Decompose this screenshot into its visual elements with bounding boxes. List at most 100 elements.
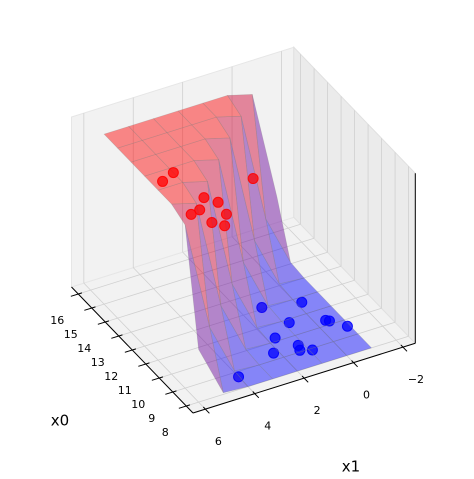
x-tick-label: 16 (50, 314, 64, 327)
surface-patch (245, 342, 285, 366)
surface-patch (117, 140, 157, 163)
surface-patch (196, 203, 235, 372)
tick-mark (138, 362, 150, 367)
tick-mark (165, 390, 177, 395)
tick-mark (202, 406, 210, 414)
tick-mark (178, 404, 191, 409)
surface-patch (141, 132, 182, 155)
surface-patch (103, 126, 143, 149)
surface-patch (294, 327, 334, 350)
x-tick-label: 8 (162, 426, 169, 439)
tick-mark (301, 375, 309, 383)
y-tick-label: 0 (363, 389, 370, 402)
scatter-point (294, 344, 306, 356)
surface-patch (204, 137, 244, 263)
scatter-point (323, 315, 335, 327)
surface-patch (292, 291, 332, 314)
tick-mark (351, 360, 358, 368)
surface-patch (231, 284, 271, 350)
surface-patch (283, 349, 323, 372)
surface-patch (209, 327, 249, 394)
surface-patch (332, 333, 373, 356)
tick-mark (252, 391, 260, 399)
scatter-point (247, 173, 259, 185)
surface-patch (171, 202, 211, 328)
surface-patch (155, 146, 195, 169)
grid-line (281, 220, 404, 348)
surface-patch (240, 116, 280, 285)
surface-patch (229, 137, 269, 306)
scatter-point (220, 208, 232, 220)
surface-patch (130, 154, 170, 177)
y-axis-label: x1 (342, 458, 360, 476)
tick-mark (124, 348, 137, 353)
tick-mark (84, 306, 96, 311)
y-tick-label: 4 (264, 420, 271, 433)
surface-patch (168, 160, 209, 183)
y-axis (192, 342, 416, 414)
x-tick-label: 9 (148, 412, 155, 425)
x-tick-label: 11 (118, 384, 132, 397)
surface-patch (281, 313, 321, 336)
scatter-point (198, 192, 210, 204)
surface-patch (265, 218, 305, 285)
surface-patch (218, 159, 258, 328)
surface-patch (278, 277, 319, 300)
scatter-point (157, 175, 169, 187)
scatter-point (296, 296, 308, 308)
grid-line (83, 282, 206, 410)
surface-patch (128, 118, 168, 141)
x-tick-label: 14 (77, 342, 91, 355)
surface-patch (177, 102, 217, 126)
scatter-point (341, 320, 353, 332)
surface-patch (184, 224, 224, 393)
surface-patch (269, 335, 310, 358)
scatter-point (194, 204, 206, 216)
scatter-point (206, 217, 218, 228)
y-tick-label: 6 (215, 435, 222, 448)
surface-patch (202, 95, 242, 118)
scatter-point (233, 371, 245, 383)
tick-mark (111, 334, 123, 339)
tick-mark (151, 376, 164, 381)
surface-patch (152, 110, 193, 133)
scatter-point (269, 332, 281, 344)
y-tick-label: 2 (314, 404, 321, 417)
tick-mark (97, 320, 110, 325)
surface-patch (215, 115, 255, 241)
scatter-point (256, 302, 268, 314)
surface-patch (256, 321, 296, 344)
surface-patch (191, 116, 231, 140)
grid-line (132, 267, 256, 394)
tick-mark (400, 344, 408, 352)
scatter-point (185, 208, 197, 220)
scatter-point (167, 167, 179, 179)
surface-patch (243, 262, 283, 328)
scatter-point (212, 196, 224, 208)
grid-line (182, 251, 305, 379)
surface-patch (252, 94, 291, 263)
surface-patch (267, 299, 307, 322)
scatter-point (283, 317, 295, 329)
surface-patch (227, 94, 267, 219)
surface-patch (308, 341, 348, 364)
tick-mark (70, 292, 83, 297)
surface-patch (220, 305, 260, 372)
x-axis (71, 286, 194, 414)
x-tick-label: 13 (91, 356, 105, 369)
surface-patch (305, 305, 346, 328)
x-tick-label: 10 (131, 398, 145, 411)
x-axis-label: x0 (51, 412, 69, 430)
surface-patch (166, 124, 206, 147)
scatter-point (306, 344, 318, 356)
x-tick-label: 15 (64, 328, 78, 341)
grid-line (231, 236, 354, 363)
y-tick-label: −2 (408, 373, 424, 386)
x-tick-label: 12 (104, 370, 118, 383)
scatter-point (268, 347, 280, 359)
surface-patch (157, 182, 197, 205)
surface-patch (258, 356, 298, 380)
scatter-point (219, 220, 231, 232)
surface-patch (233, 364, 274, 387)
